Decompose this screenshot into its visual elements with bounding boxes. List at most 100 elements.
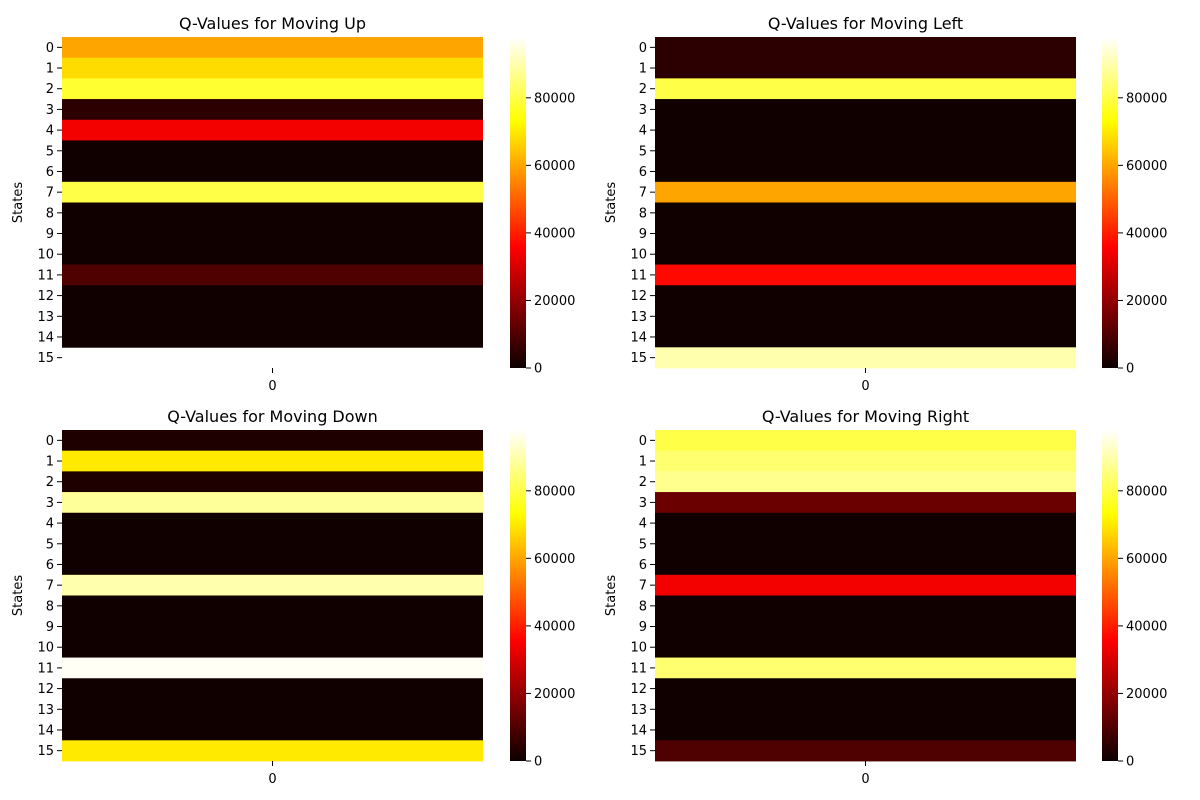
heatmap-cell bbox=[655, 471, 1076, 493]
y-tick-label: 4 bbox=[639, 124, 647, 139]
heatmap-panel-0: Q-Values for Moving Up012345678910111213… bbox=[11, 14, 575, 394]
colorbar bbox=[510, 430, 526, 761]
colorbar-tick-label: 80000 bbox=[1126, 91, 1167, 106]
heatmap-cell bbox=[655, 678, 1076, 700]
y-tick-label: 8 bbox=[639, 206, 647, 221]
x-tick-label: 0 bbox=[861, 772, 869, 787]
y-tick-label: 1 bbox=[639, 62, 647, 77]
chart-title: Q-Values for Moving Down bbox=[167, 407, 378, 426]
y-tick-label: 7 bbox=[639, 579, 647, 594]
heatmap-cell bbox=[62, 450, 483, 472]
colorbar-tick-label: 20000 bbox=[1126, 294, 1167, 309]
y-tick-label: 6 bbox=[639, 165, 647, 180]
heatmap-cell bbox=[62, 678, 483, 700]
colorbar-tick-label: 40000 bbox=[534, 226, 575, 241]
heatmap-cell bbox=[62, 99, 483, 121]
y-tick-label: 14 bbox=[37, 330, 54, 345]
x-tick-label: 0 bbox=[268, 772, 276, 787]
y-tick-label: 15 bbox=[37, 351, 54, 366]
heatmap-cell bbox=[62, 719, 483, 741]
y-tick-label: 12 bbox=[37, 682, 54, 697]
colorbar-tick-label: 20000 bbox=[534, 687, 575, 702]
colorbar-tick-label: 80000 bbox=[1126, 484, 1167, 499]
y-tick-label: 2 bbox=[639, 475, 647, 490]
heatmap-cell bbox=[655, 37, 1076, 59]
heatmap-cell bbox=[655, 243, 1076, 265]
heatmap-cell bbox=[62, 285, 483, 307]
y-tick-label: 3 bbox=[46, 496, 54, 511]
heatmap-cell bbox=[655, 57, 1076, 79]
heatmap-cell bbox=[655, 533, 1076, 555]
chart-title: Q-Values for Moving Right bbox=[762, 407, 969, 426]
y-tick-label: 7 bbox=[46, 579, 54, 594]
y-tick-label: 4 bbox=[639, 517, 647, 532]
heatmap-cell bbox=[655, 740, 1076, 762]
heatmap-cell bbox=[62, 574, 483, 596]
heatmap-cell bbox=[62, 181, 483, 203]
heatmap-panel-3: Q-Values for Moving Right012345678910111… bbox=[604, 407, 1167, 787]
heatmap-cell bbox=[62, 616, 483, 638]
y-tick-label: 10 bbox=[630, 641, 647, 656]
y-tick-label: 1 bbox=[46, 62, 54, 77]
y-axis-label: States bbox=[604, 182, 619, 223]
y-tick-label: 6 bbox=[46, 165, 54, 180]
y-tick-label: 9 bbox=[46, 227, 54, 242]
y-tick-label: 14 bbox=[630, 723, 647, 738]
heatmap-cell bbox=[655, 223, 1076, 245]
y-tick-label: 9 bbox=[639, 227, 647, 242]
y-tick-label: 11 bbox=[37, 268, 54, 283]
heatmap-cell bbox=[62, 140, 483, 162]
y-tick-label: 5 bbox=[46, 537, 54, 552]
heatmap-cell bbox=[655, 554, 1076, 576]
heatmap-cell bbox=[62, 657, 483, 679]
y-tick-label: 13 bbox=[37, 703, 54, 718]
heatmap-cell bbox=[655, 595, 1076, 617]
heatmap-cell bbox=[62, 202, 483, 224]
y-tick-label: 10 bbox=[37, 641, 54, 656]
heatmap-cell bbox=[655, 512, 1076, 534]
colorbar-tick-label: 40000 bbox=[1126, 619, 1167, 634]
heatmap-cell bbox=[655, 305, 1076, 328]
heatmap-cell bbox=[655, 285, 1076, 307]
y-tick-label: 14 bbox=[37, 723, 54, 738]
chart-title: Q-Values for Moving Up bbox=[179, 14, 366, 33]
heatmap-cell bbox=[655, 574, 1076, 596]
heatmap-cell bbox=[655, 616, 1076, 638]
colorbar-tick-label: 20000 bbox=[534, 294, 575, 309]
colorbar-tick-label: 80000 bbox=[534, 91, 575, 106]
y-tick-label: 1 bbox=[639, 455, 647, 470]
heatmap-cell bbox=[655, 450, 1076, 472]
colorbar-tick-label: 0 bbox=[534, 362, 542, 377]
heatmap-cell bbox=[655, 99, 1076, 121]
heatmap-cell bbox=[62, 430, 483, 452]
y-tick-label: 6 bbox=[46, 558, 54, 573]
heatmap-cell bbox=[655, 492, 1076, 514]
heatmap-cell bbox=[655, 181, 1076, 203]
heatmap-cell bbox=[62, 264, 483, 286]
heatmap-cell bbox=[655, 719, 1076, 741]
chart-title: Q-Values for Moving Left bbox=[768, 14, 963, 33]
colorbar-tick-label: 40000 bbox=[1126, 226, 1167, 241]
colorbar bbox=[1102, 430, 1118, 761]
y-tick-label: 2 bbox=[46, 475, 54, 490]
y-tick-label: 11 bbox=[630, 268, 647, 283]
heatmap-cell bbox=[655, 119, 1076, 141]
y-tick-label: 8 bbox=[46, 206, 54, 221]
y-tick-label: 8 bbox=[639, 599, 647, 614]
heatmap-cell bbox=[655, 430, 1076, 452]
colorbar-tick-label: 60000 bbox=[534, 552, 575, 567]
y-tick-label: 15 bbox=[630, 744, 647, 759]
heatmap-cell bbox=[655, 698, 1076, 721]
y-tick-label: 0 bbox=[639, 41, 647, 56]
colorbar bbox=[1102, 37, 1118, 368]
y-tick-label: 5 bbox=[46, 144, 54, 159]
heatmap-panel-1: Q-Values for Moving Left0123456789101112… bbox=[604, 14, 1167, 394]
y-axis-label: States bbox=[11, 182, 26, 223]
y-tick-label: 13 bbox=[630, 703, 647, 718]
y-tick-label: 2 bbox=[46, 82, 54, 97]
colorbar bbox=[510, 37, 526, 368]
heatmap-cell bbox=[655, 264, 1076, 286]
y-tick-label: 3 bbox=[639, 103, 647, 118]
heatmap-cell bbox=[62, 57, 483, 79]
